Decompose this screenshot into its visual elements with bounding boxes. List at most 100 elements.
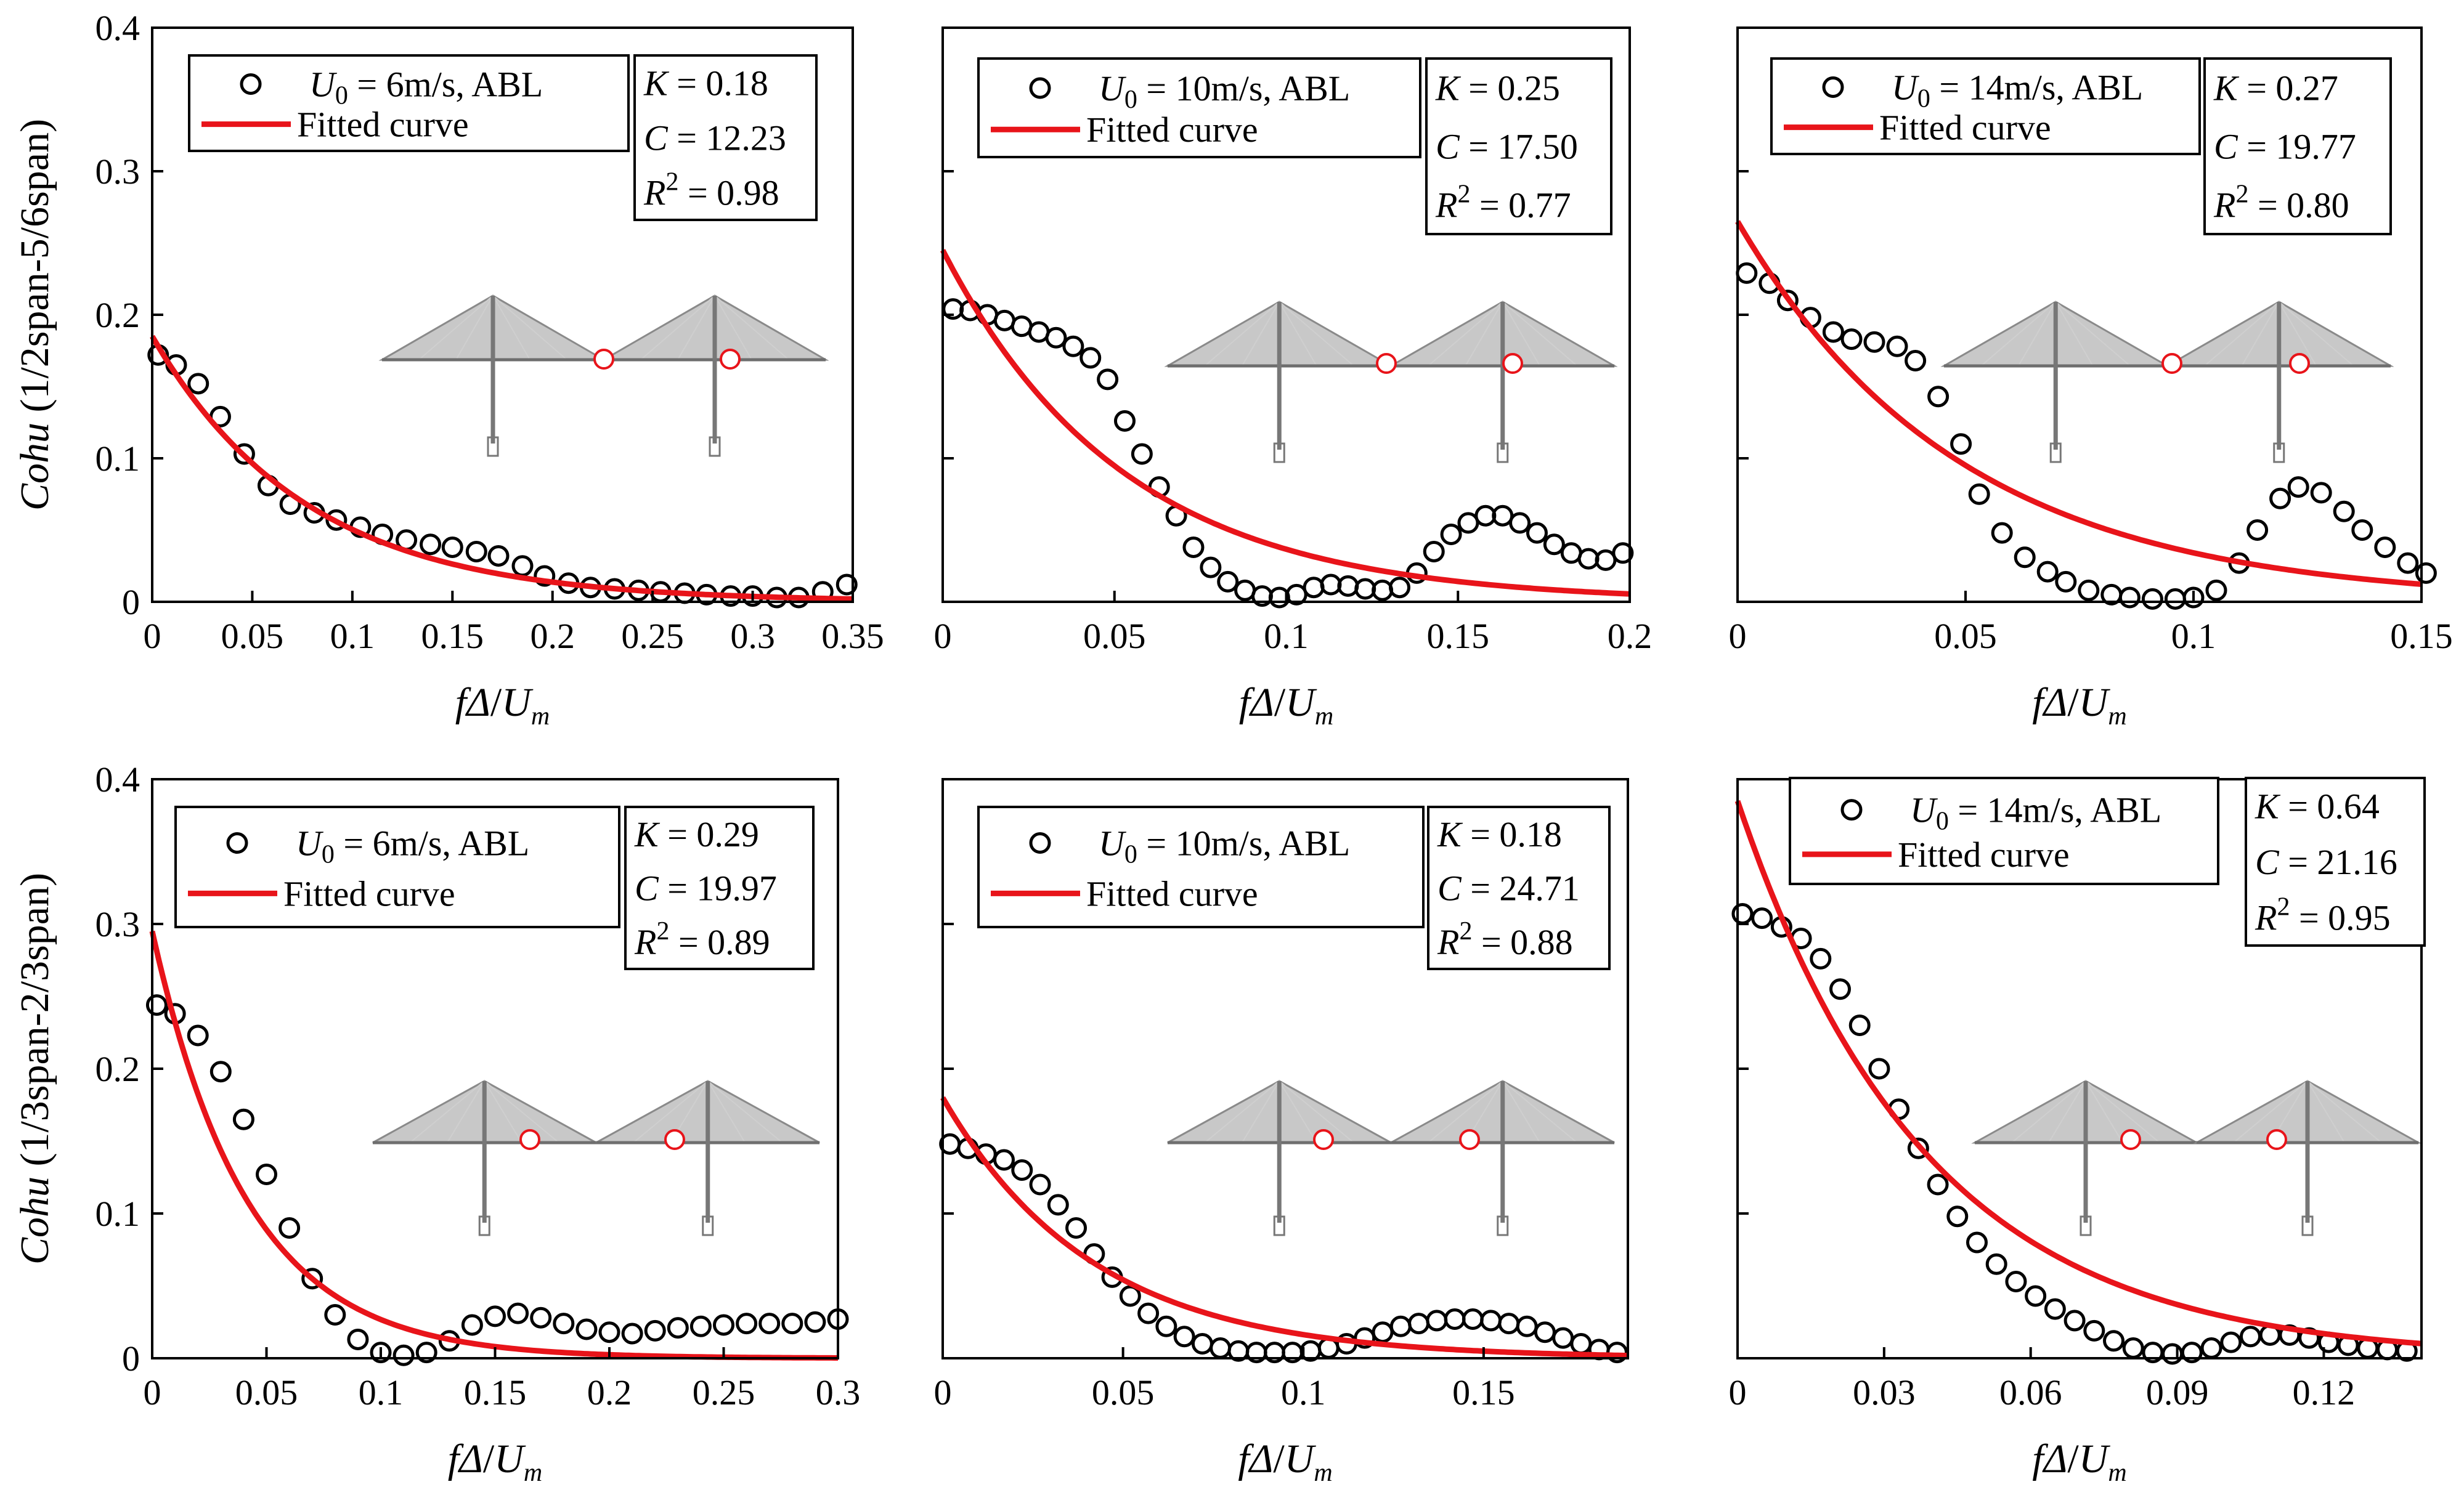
stats-row: K = 0.29 xyxy=(634,814,759,854)
x-tick-label: 0.05 xyxy=(1083,616,1146,656)
data-point xyxy=(2046,1300,2064,1318)
data-point xyxy=(2248,521,2267,540)
legend-suffix: , ABL xyxy=(442,824,529,864)
data-point xyxy=(715,1316,733,1334)
data-point xyxy=(2080,581,2098,599)
data-point xyxy=(1811,949,1830,968)
data-point xyxy=(1064,337,1083,355)
data-point xyxy=(2335,502,2353,521)
measurement-point-marker xyxy=(2267,1130,2286,1149)
xlabel-sub: m xyxy=(2108,1459,2126,1487)
y-tick-label: 0.1 xyxy=(96,439,140,479)
data-point xyxy=(1157,1317,1176,1335)
ylabel-italic: Cohu xyxy=(12,1177,57,1265)
data-point xyxy=(486,1307,505,1326)
legend-label-fitted: Fitted curve xyxy=(1879,108,2051,148)
data-point xyxy=(1193,1335,1211,1353)
x-tick-label: 0.1 xyxy=(1281,1372,1326,1412)
y-tick-label: 0 xyxy=(122,582,140,622)
x-axis-label: fΔ/Um xyxy=(2032,680,2126,731)
data-point xyxy=(669,1319,687,1337)
data-point xyxy=(2007,1272,2025,1290)
legend-u0-symbol: U xyxy=(1892,68,1920,108)
data-point xyxy=(600,1323,619,1342)
legend-suffix: , ABL xyxy=(2074,790,2161,830)
data-point xyxy=(1579,549,1598,568)
x-tick-label: 0 xyxy=(1729,616,1747,656)
measurement-point-marker xyxy=(1460,1130,1479,1149)
measurement-point-marker xyxy=(1503,354,1522,373)
data-point xyxy=(2105,1332,2123,1350)
data-point xyxy=(2222,1333,2240,1351)
x-tick-label: 0.25 xyxy=(621,616,684,656)
fitted-curve xyxy=(152,931,838,1358)
data-point xyxy=(1304,578,1323,597)
xlabel-slash: / xyxy=(1273,1436,1285,1481)
data-point xyxy=(1888,337,1906,355)
stats-value: = 0.98 xyxy=(678,173,779,213)
stats-row: K = 0.25 xyxy=(1435,68,1560,108)
data-point xyxy=(1322,575,1340,594)
data-point xyxy=(513,557,532,575)
data-point xyxy=(2207,581,2226,599)
stats-value: = 0.29 xyxy=(659,814,759,854)
stats-value: = 0.64 xyxy=(2279,786,2380,826)
legend-u0-symbol: U xyxy=(309,65,338,105)
y-axis-label: Cohu (1/2span-5/6span) xyxy=(12,119,57,511)
data-point xyxy=(2120,588,2139,607)
data-point xyxy=(1339,577,1357,595)
stats-symbol: R xyxy=(2255,898,2277,938)
x-tick-label: 0.15 xyxy=(2390,616,2453,656)
xlabel-delta: Δ xyxy=(457,1436,483,1481)
data-point xyxy=(509,1304,527,1323)
legend-speed: = 6m/s xyxy=(335,824,442,864)
legend-label-fitted: Fitted curve xyxy=(1086,873,1258,914)
x-tick-label: 0 xyxy=(934,616,952,656)
legend-speed: = 10m/s xyxy=(1137,68,1263,108)
data-point xyxy=(1824,323,1842,341)
data-point xyxy=(2166,589,2184,608)
xlabel-delta: Δ xyxy=(1248,680,1274,725)
measurement-point-marker xyxy=(665,1130,684,1149)
x-axis-label: fΔ/Um xyxy=(455,680,550,731)
data-point xyxy=(234,1110,253,1128)
data-point xyxy=(806,1313,824,1331)
data-point xyxy=(443,538,461,556)
x-tick-label: 0.05 xyxy=(235,1372,298,1412)
chart-panel-2: 0 0.05 0.1 0.15 0.2fΔ/UmU0 = 10m/s, ABLFitte… xyxy=(934,28,1653,731)
stats-superscript: 2 xyxy=(2277,893,2290,922)
data-point xyxy=(738,1315,756,1333)
x-tick-label: 0.15 xyxy=(1452,1372,1515,1412)
x-tick-label: 0 xyxy=(934,1372,952,1412)
stats-symbol: K xyxy=(643,63,670,103)
y-tick-label: 0 xyxy=(122,1339,140,1379)
data-point xyxy=(2399,554,2417,572)
x-tick-label: 0.3 xyxy=(816,1372,861,1412)
data-point xyxy=(1425,542,1443,561)
chart-panel-3: 0 0.05 0.1 0.15fΔ/UmU0 = 14m/s, ABLFitted c… xyxy=(1729,28,2453,731)
y-tick-label: 0.2 xyxy=(96,295,140,335)
measurement-point-marker xyxy=(2163,354,2181,373)
stats-row: C = 24.71 xyxy=(1437,869,1580,909)
stats-value: = 0.25 xyxy=(1460,68,1560,108)
measurement-point-marker xyxy=(1314,1130,1333,1149)
legend-u0-symbol: U xyxy=(1099,824,1127,864)
stats-symbol: C xyxy=(1436,127,1460,167)
data-point xyxy=(1968,1233,1986,1252)
data-point xyxy=(1099,370,1117,389)
x-tick-label: 0.15 xyxy=(1427,616,1490,656)
stats-symbol: K xyxy=(2255,786,2281,826)
x-tick-label: 0.15 xyxy=(421,616,484,656)
data-point xyxy=(1482,1311,1500,1330)
data-point xyxy=(2289,478,2307,496)
x-tick-label: 0.25 xyxy=(693,1372,755,1412)
xlabel-sub: m xyxy=(531,702,550,731)
data-point xyxy=(1175,1327,1193,1346)
stats-row: K = 0.18 xyxy=(643,63,768,103)
xlabel-sub: m xyxy=(524,1459,542,1487)
y-tick-label: 0.4 xyxy=(96,8,140,48)
data-point xyxy=(2124,1339,2142,1358)
data-point xyxy=(467,542,486,561)
legend-u0-sub: 0 xyxy=(1124,841,1137,869)
xlabel-sub: m xyxy=(2108,702,2126,731)
